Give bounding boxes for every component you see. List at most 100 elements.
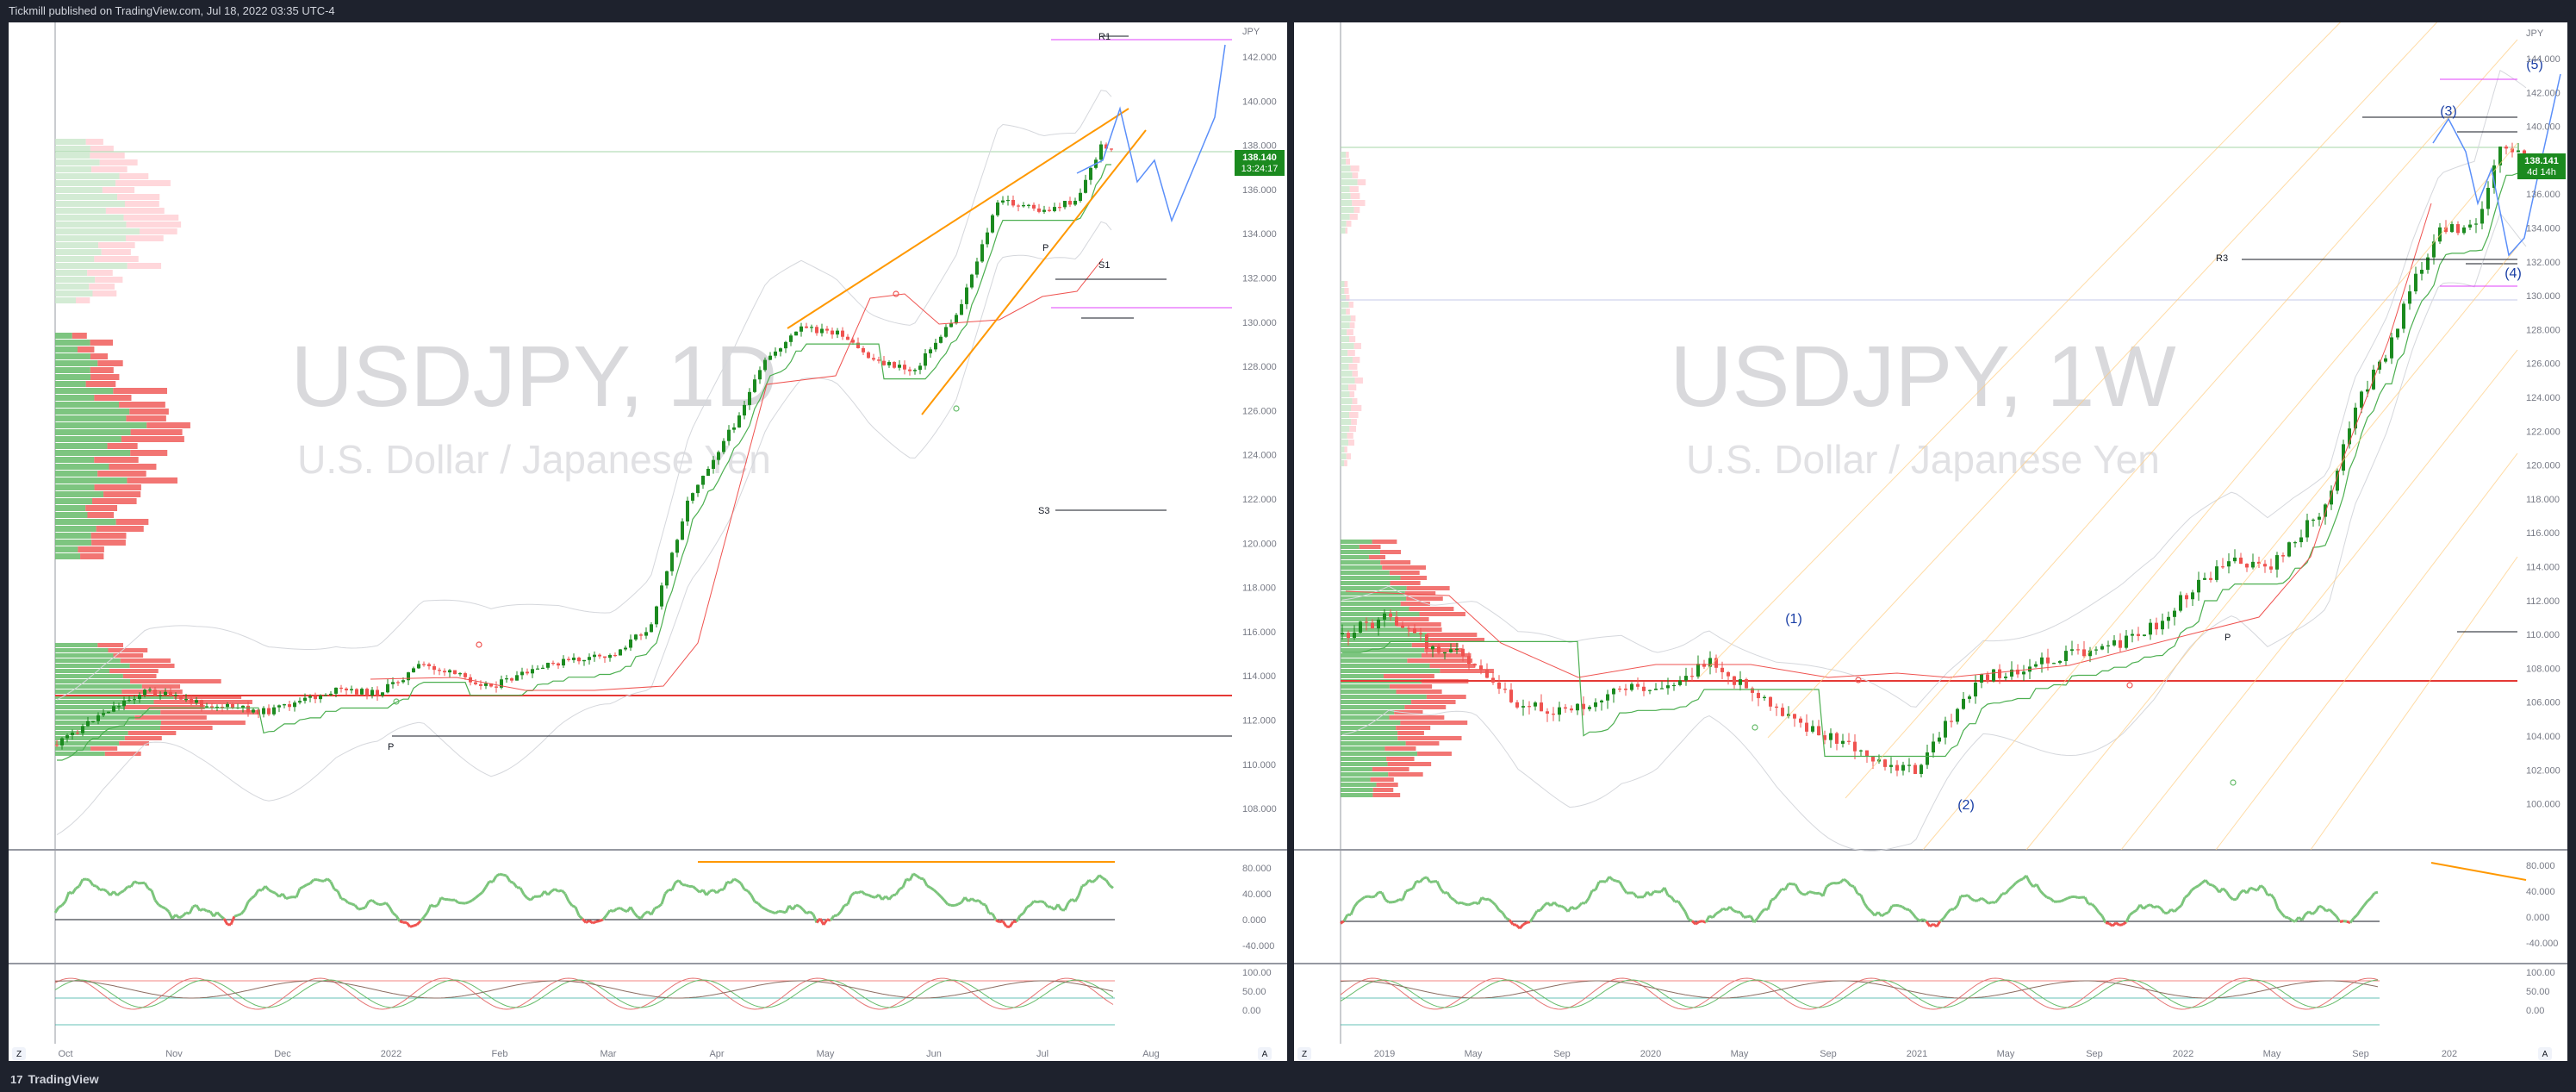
chart-panel-left[interactable]: USDJPY, 1D U.S. Dollar / Japanese Yen R1 P S… <box>9 22 1287 1061</box>
candle-up <box>1006 199 1010 202</box>
drawing-line <box>2215 452 2518 851</box>
rsi-segment <box>316 878 321 883</box>
candle-up <box>1431 646 1434 650</box>
rsi-segment <box>1670 895 1677 903</box>
candle-down <box>1037 208 1041 212</box>
candle-up <box>929 349 932 353</box>
volume-profile-bar-down <box>123 215 179 221</box>
rsi-segment <box>1450 896 1455 902</box>
rsi-segment <box>2122 920 2127 926</box>
time-axis-tick: Sep <box>2086 1049 2103 1059</box>
volume-profile-bar-down <box>1389 684 1433 689</box>
volume-profile-bar-down <box>1349 214 1358 220</box>
rsi-segment <box>1925 920 1932 927</box>
rsi-segment <box>2184 894 2189 899</box>
volume-profile-bar-up <box>1341 746 1385 751</box>
volume-profile-bar-down <box>1400 602 1430 606</box>
tradingview-logo[interactable]: 17 TradingView <box>10 1072 99 1086</box>
volume-profile-bar-up <box>1341 295 1347 301</box>
candle-up <box>448 670 451 673</box>
rsi-segment <box>1963 894 1969 898</box>
rsi-segment <box>2028 882 2035 888</box>
volume-profile-bar-down <box>1386 757 1415 761</box>
rsi-segment <box>654 905 659 910</box>
price-axis-tick: 120.000 <box>2526 461 2560 471</box>
rsi-segment <box>1073 895 1080 902</box>
last-price-tag <box>2517 153 2566 179</box>
rsi-segment <box>2305 910 2310 915</box>
drawing-line <box>787 108 1129 329</box>
candle-down <box>831 330 834 335</box>
volume-profile-bar-up <box>1341 690 1397 694</box>
volume-profile-bar-down <box>113 653 144 658</box>
rsi-segment <box>1653 889 1658 894</box>
rsi-segment <box>1384 898 1390 904</box>
rsi-segment <box>601 914 608 920</box>
candle-down <box>1769 696 1772 707</box>
volume-profile-bar-up <box>1341 405 1351 411</box>
candle-down <box>1702 664 1706 667</box>
volume-profile-bar-down <box>1370 777 1394 782</box>
candle-up <box>1841 740 1845 744</box>
volume-profile-bar-down <box>1344 288 1349 294</box>
candle-up <box>1053 207 1056 211</box>
watermark-name: U.S. Dollar / Japanese Yen <box>1686 437 2160 482</box>
rsi-segment <box>2339 920 2344 923</box>
volume-profile-bar-down <box>94 395 132 401</box>
candle-up <box>2064 651 2068 661</box>
rsi-segment <box>846 895 853 905</box>
candle-up <box>2131 633 2134 636</box>
chart-svg-right[interactable]: USDJPY, 1W U.S. Dollar / Japanese Yen R3 P (… <box>1294 0 2567 1061</box>
candle-up <box>800 326 803 332</box>
volume-profile-bar-up <box>1341 460 1345 466</box>
candle-up <box>484 683 488 686</box>
rsi-segment <box>1560 904 1565 909</box>
candle-down <box>2082 649 2086 657</box>
rsi-segment <box>1752 917 1759 924</box>
candle-up <box>319 695 322 700</box>
volume-profile-bar-up <box>1341 165 1351 172</box>
rsi-segment <box>1956 895 1963 907</box>
price-axis-tick: 144.000 <box>2526 54 2560 65</box>
candle-down <box>422 664 426 665</box>
candle-up <box>164 691 167 696</box>
candle-up <box>2275 555 2279 570</box>
time-axis-tick: Jul <box>1036 1049 1048 1059</box>
rsi-segment <box>574 906 581 916</box>
rsi-segment <box>1773 893 1780 900</box>
rsi-segment <box>750 894 756 902</box>
candle-down <box>1365 621 1368 623</box>
rsi-segment <box>839 904 846 913</box>
chart-panel-right[interactable]: USDJPY, 1W U.S. Dollar / Japanese Yen R3 P (… <box>1294 0 2567 1061</box>
candle-up <box>412 668 415 673</box>
volume-profile-bar-up <box>55 166 92 172</box>
rsi-axis-tick: 40.000 <box>2526 887 2555 897</box>
candle-down <box>1805 722 1808 732</box>
rsi-segment <box>526 896 532 902</box>
volume-profile-bar-down <box>1382 565 1427 570</box>
candle-up <box>1678 680 1682 685</box>
volume-profile-bar-down <box>120 658 171 663</box>
candle-down <box>1895 764 1899 771</box>
candle-up <box>2299 537 2303 543</box>
volume-profile-bar-down <box>1397 617 1429 621</box>
candle-up <box>2396 328 2399 338</box>
stoch-axis-tick: 50.00 <box>2526 987 2550 997</box>
candle-up <box>582 659 586 662</box>
rsi-segment <box>185 911 190 915</box>
volume-profile-bar-down <box>1372 540 1397 544</box>
candle-up <box>722 440 725 452</box>
rsi-segment <box>2367 896 2372 902</box>
rsi-segment <box>529 895 536 902</box>
rsi-segment <box>557 889 563 893</box>
volume-profile-bar-up <box>55 443 108 449</box>
volume-profile-bar-down <box>140 228 177 234</box>
rsi-segment <box>1571 905 1576 911</box>
volume-profile-bar-up <box>1341 433 1347 439</box>
candle-up <box>2480 209 2484 224</box>
volume-profile-bar-down <box>94 484 141 490</box>
volume-profile-bar-up <box>1341 731 1398 735</box>
candle-down <box>882 360 886 365</box>
chart-svg-left[interactable]: USDJPY, 1D U.S. Dollar / Japanese Yen R1 P S… <box>9 22 1287 1061</box>
volume-profile-bar-up <box>55 526 96 532</box>
